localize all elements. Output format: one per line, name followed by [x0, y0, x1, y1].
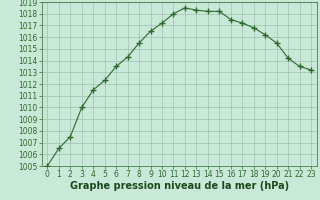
X-axis label: Graphe pression niveau de la mer (hPa): Graphe pression niveau de la mer (hPa)	[70, 181, 289, 191]
